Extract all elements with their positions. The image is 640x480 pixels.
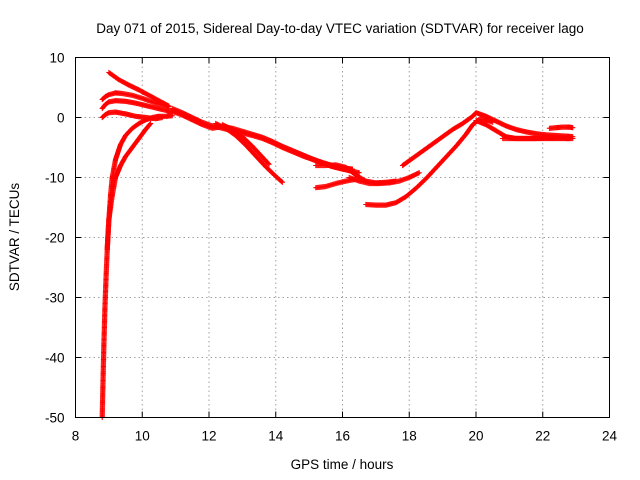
data-point [166, 104, 172, 110]
series-arc-upper-hump [99, 90, 172, 110]
y-tick-label: -30 [45, 291, 65, 306]
y-tick-label: -50 [45, 411, 65, 426]
x-tick-label: 8 [72, 429, 80, 444]
data-point [147, 120, 154, 127]
data-point [279, 179, 285, 185]
x-tick-label: 24 [602, 429, 618, 444]
data-point [265, 160, 271, 167]
series-arc-second-rise [104, 120, 154, 253]
data-point [566, 135, 573, 142]
x-tick-label: 18 [402, 429, 417, 444]
data-point [147, 121, 153, 127]
x-tick-label: 22 [535, 429, 550, 444]
chart-title: Day 071 of 2015, Sidereal Day-to-day VTE… [96, 21, 583, 36]
y-tick-label: 10 [49, 51, 64, 66]
x-tick-label: 12 [201, 429, 216, 444]
series-arc-steep-rise [99, 113, 175, 421]
x-axis-label: GPS time / hours [291, 457, 394, 472]
series-arc-middle-hump [99, 98, 175, 115]
data-point [416, 170, 422, 176]
y-tick-labels: 10 0 -10 -20 -30 -40 -50 [45, 51, 65, 426]
data-point [266, 161, 272, 167]
grid [75, 57, 610, 418]
series-arc-late-cluster [546, 124, 576, 131]
x-tick-label: 16 [335, 429, 350, 444]
series-arc-dip-right [219, 122, 272, 167]
x-tick-label: 14 [268, 429, 284, 444]
y-axis-label: SDTVAR / TECUs [7, 183, 22, 292]
series-arc-evening-upper [399, 110, 576, 169]
x-tick-label: 20 [468, 429, 483, 444]
series-arc-evening-short [500, 135, 573, 142]
series-arc-rise-to-peak [363, 116, 496, 208]
data-point [279, 179, 286, 185]
y-tick-label: 0 [57, 111, 65, 126]
y-tick-label: -10 [45, 171, 65, 186]
y-tick-label: -40 [45, 351, 65, 366]
axis-ticks [75, 57, 610, 418]
data-point [356, 170, 362, 176]
y-tick-label: -20 [45, 231, 65, 246]
x-tick-label: 10 [135, 429, 150, 444]
x-tick-labels: 8 10 12 14 16 18 20 22 24 [72, 429, 618, 444]
series-arc-afternoon-low [313, 176, 359, 191]
data-points [99, 69, 576, 421]
data-point [570, 125, 576, 131]
data-point [353, 176, 359, 182]
